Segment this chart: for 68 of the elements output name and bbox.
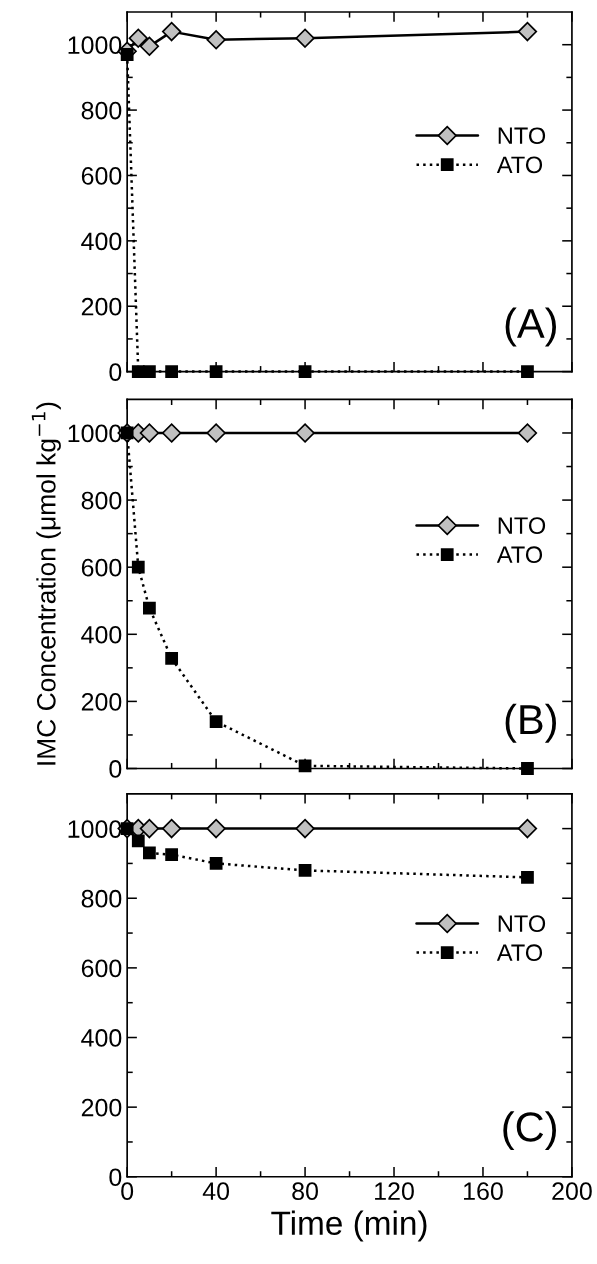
y-tick-label: 800 — [81, 101, 122, 120]
y-tick-label: 400 — [81, 1029, 122, 1047]
legend-label: ATO — [496, 546, 543, 564]
y-tick-label: 1000 — [68, 36, 122, 54]
annotation: (C) — [503, 1111, 556, 1150]
x-tick-label: 200 — [552, 1182, 592, 1201]
point — [165, 365, 179, 379]
y-tick-label: 800 — [81, 491, 122, 510]
point — [139, 423, 160, 443]
x-axis-title: Time (min) — [271, 1210, 427, 1242]
point — [206, 30, 226, 50]
y-tick-label: 0 — [109, 760, 122, 778]
y-tick-label: 600 — [81, 558, 122, 577]
y-tick-label: 600 — [81, 959, 122, 978]
point — [128, 28, 148, 48]
point — [209, 365, 223, 379]
legend-label: NTO — [498, 127, 546, 145]
point — [161, 423, 182, 443]
point — [206, 423, 226, 443]
x-tick-label: 40 — [202, 1182, 230, 1201]
point — [165, 652, 179, 665]
point — [295, 28, 315, 48]
y-tick-label: 0 — [109, 363, 122, 381]
point — [139, 818, 160, 839]
point — [139, 36, 160, 57]
x-tick-label: 0 — [121, 1182, 134, 1201]
point — [517, 818, 538, 839]
point — [295, 818, 315, 839]
x-tick-label: 80 — [292, 1182, 318, 1201]
point — [165, 848, 179, 862]
point — [143, 365, 156, 379]
point — [206, 818, 226, 839]
point — [517, 21, 538, 42]
x-tick-label: 160 — [464, 1182, 503, 1201]
point — [161, 818, 182, 839]
point — [521, 762, 534, 775]
y-tick-label: 600 — [81, 167, 122, 185]
y-tick-label: 400 — [81, 232, 122, 251]
x-tick-label: 120 — [375, 1182, 414, 1201]
point — [298, 759, 312, 773]
point — [517, 423, 538, 443]
y-tick-label: 1000 — [68, 424, 122, 443]
point — [143, 601, 156, 615]
point — [209, 857, 223, 870]
y-tick-label: 400 — [81, 625, 122, 644]
y-tick-label: 1000 — [68, 820, 122, 838]
annotation: (A) — [505, 307, 556, 347]
point — [521, 870, 534, 884]
legend-label: NTO — [498, 915, 546, 932]
y-tick-label: 200 — [81, 1098, 122, 1117]
y-tick-label: 200 — [81, 693, 122, 711]
y-tick-label: 0 — [109, 1168, 122, 1187]
point — [209, 715, 223, 728]
legend-label: ATO — [496, 156, 543, 174]
point — [521, 365, 534, 379]
point — [161, 21, 182, 42]
y-tick-label: 200 — [81, 297, 122, 316]
legend-label: ATO — [496, 944, 543, 962]
point — [143, 846, 156, 860]
point — [131, 560, 145, 574]
y-axis-title: IMC Concentration (μmol kg$^{−1}$) — [31, 402, 61, 765]
point — [131, 834, 145, 848]
point — [295, 423, 315, 443]
point — [298, 365, 312, 379]
y-tick-label: 800 — [81, 889, 122, 908]
point — [298, 863, 312, 877]
annotation: (B) — [505, 703, 556, 743]
legend-label: NTO — [498, 517, 546, 534]
